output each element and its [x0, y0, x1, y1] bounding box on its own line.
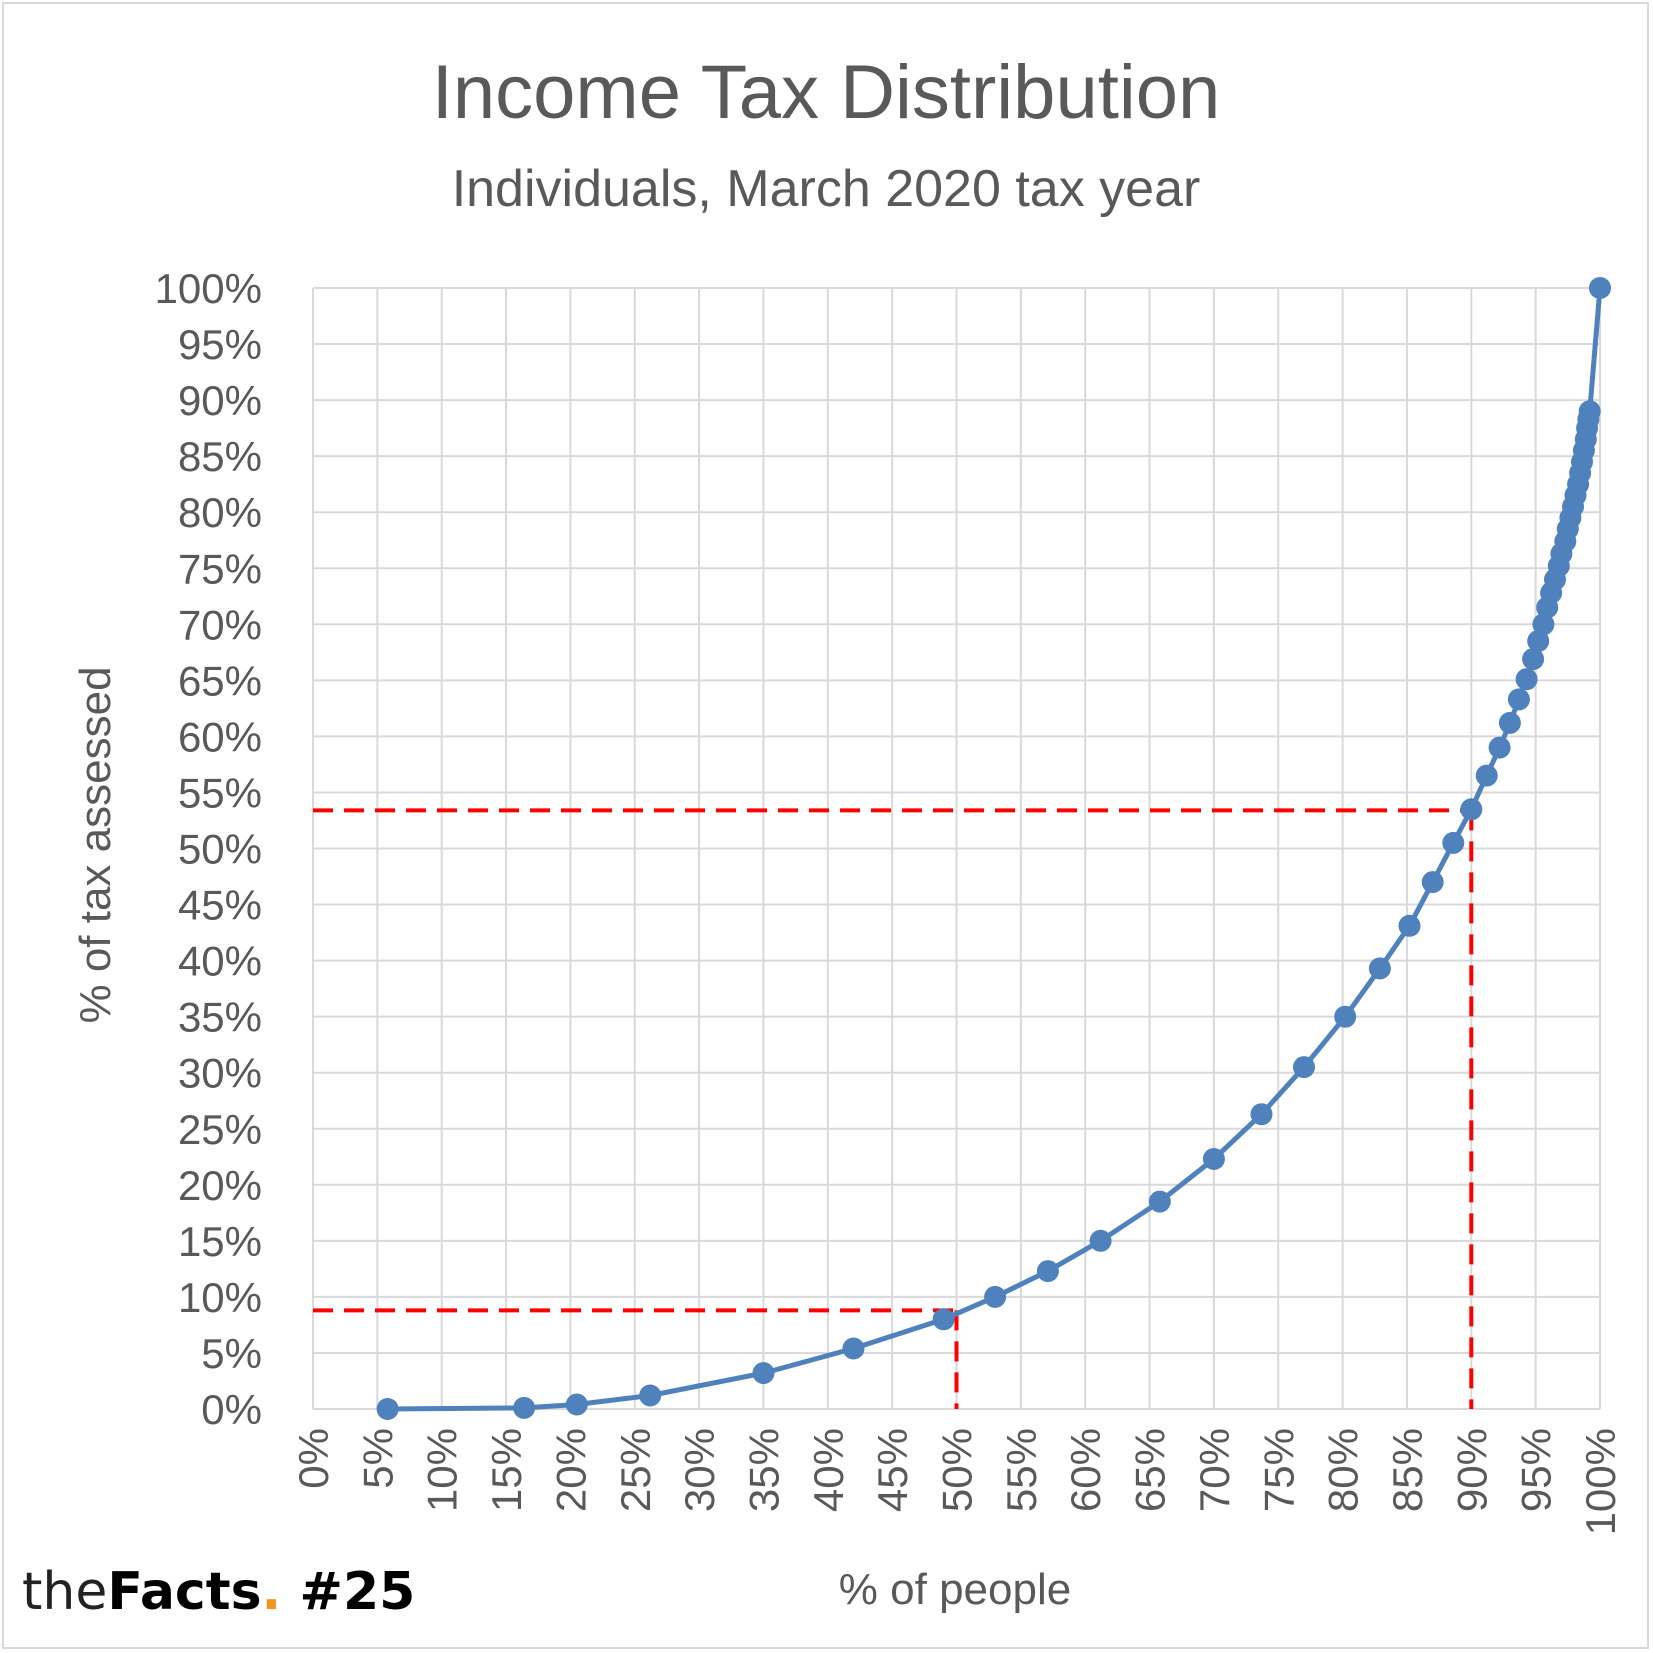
y-tick-label: 10%	[178, 1274, 262, 1321]
brand-logo: theFacts. #25	[22, 1566, 415, 1618]
x-tick-label: 70%	[1191, 1428, 1238, 1512]
data-point	[565, 1393, 588, 1416]
x-tick-label: 20%	[547, 1428, 594, 1512]
data-point	[1589, 277, 1611, 299]
data-point	[1578, 400, 1601, 423]
y-tick-label: 40%	[178, 938, 262, 985]
data-point	[513, 1396, 536, 1419]
y-tick-label: 95%	[178, 321, 262, 368]
x-tick-label: 5%	[354, 1428, 401, 1489]
data-point	[1475, 764, 1498, 787]
data-point	[1089, 1229, 1112, 1252]
data-point	[1498, 711, 1521, 734]
y-tick-label: 90%	[178, 377, 262, 424]
data-point	[1334, 1005, 1357, 1028]
data-point	[1522, 648, 1545, 671]
data-point	[1368, 957, 1391, 980]
chart-title: Income Tax Distribution	[432, 50, 1221, 135]
y-tick-label: 30%	[178, 1050, 262, 1097]
x-tick-label: 15%	[483, 1428, 530, 1512]
x-tick-label: 65%	[1127, 1428, 1174, 1512]
y-tick-label: 50%	[178, 826, 262, 873]
x-tick-label: 100%	[1577, 1428, 1624, 1535]
x-tick-label: 90%	[1448, 1428, 1495, 1512]
y-tick-label: 15%	[178, 1218, 262, 1265]
data-point	[1250, 1103, 1273, 1126]
y-tick-label: 5%	[201, 1330, 262, 1377]
data-point	[1515, 668, 1538, 691]
x-tick-label: 40%	[805, 1428, 852, 1512]
y-tick-label: 75%	[178, 545, 262, 592]
data-point	[752, 1362, 775, 1385]
y-axis-label: % of tax assessed	[71, 666, 120, 1023]
x-tick-label: 75%	[1255, 1428, 1302, 1512]
x-tick-label: 55%	[998, 1428, 1045, 1512]
data-point	[1148, 1190, 1171, 1213]
y-tick-label: 35%	[178, 994, 262, 1041]
y-tick-label: 80%	[178, 489, 262, 536]
y-tick-label: 45%	[178, 882, 262, 929]
data-point	[1202, 1148, 1225, 1170]
x-tick-label: 60%	[1062, 1428, 1109, 1512]
x-tick-label: 10%	[419, 1428, 466, 1512]
series-group	[376, 277, 1611, 1420]
data-point	[1460, 798, 1483, 821]
y-tick-label: 65%	[178, 657, 262, 704]
brand-dot: .	[261, 1562, 282, 1622]
y-tick-label: 60%	[178, 713, 262, 760]
reference-lines	[313, 808, 1474, 1409]
y-tick-label: 25%	[178, 1106, 262, 1153]
x-tick-label: 35%	[740, 1428, 787, 1512]
data-point	[1442, 831, 1465, 854]
y-tick-label: 100%	[155, 265, 262, 312]
data-point	[1532, 613, 1555, 636]
x-axis-ticks: 0% 5% 10% 15% 20% 25% 30% 35% 40% 45% 50% 55% 60% 65%…	[290, 1428, 1624, 1535]
brand-name: Facts	[107, 1562, 262, 1622]
x-tick-label: 80%	[1320, 1428, 1367, 1512]
brand-number: #25	[281, 1562, 416, 1622]
data-point	[1421, 871, 1444, 894]
y-axis-ticks: 0% 5% 10% 15% 20% 25% 30% 35% 40% 45% 50% 55% 60% 65%…	[155, 265, 262, 1433]
x-tick-label: 25%	[612, 1428, 659, 1512]
y-tick-label: 70%	[178, 601, 262, 648]
x-tick-label: 85%	[1384, 1428, 1431, 1512]
data-point	[1507, 688, 1530, 711]
data-point	[1527, 630, 1550, 653]
data-point	[639, 1384, 662, 1407]
brand-prefix: the	[22, 1562, 108, 1622]
x-tick-label: 45%	[869, 1428, 916, 1512]
grid	[312, 287, 1601, 1410]
data-point	[376, 1398, 399, 1420]
data-point	[1293, 1056, 1315, 1079]
x-tick-label: 50%	[934, 1428, 981, 1512]
y-tick-label: 0%	[201, 1386, 262, 1433]
data-point	[1488, 736, 1511, 759]
y-tick-label: 85%	[178, 433, 262, 480]
x-axis-label: % of people	[839, 1565, 1071, 1614]
data-point	[1036, 1260, 1059, 1283]
data-point	[1398, 914, 1421, 937]
data-point	[984, 1285, 1007, 1308]
y-tick-label: 20%	[178, 1162, 262, 1209]
data-point	[842, 1337, 865, 1360]
x-tick-label: 95%	[1513, 1428, 1560, 1512]
x-tick-label: 30%	[676, 1428, 723, 1512]
y-tick-label: 55%	[178, 769, 262, 816]
data-point	[932, 1308, 955, 1331]
x-tick-label: 0%	[290, 1428, 337, 1489]
chart-subtitle: Individuals, March 2020 tax year	[452, 160, 1201, 218]
